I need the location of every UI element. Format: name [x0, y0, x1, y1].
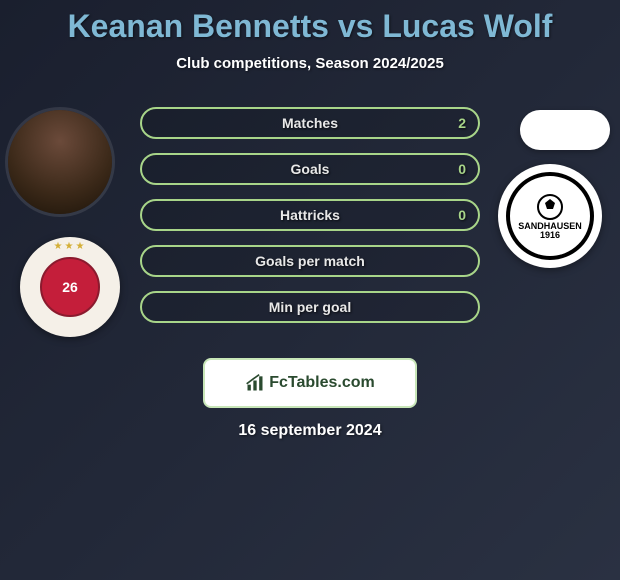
club-right-badge: SANDHAUSEN 1916 — [498, 164, 602, 268]
stat-value-left: 0 — [458, 207, 466, 223]
comparison-title: Keanan Bennetts vs Lucas Wolf — [0, 0, 620, 45]
stat-label: Hattricks — [280, 207, 340, 223]
comparison-subtitle: Club competitions, Season 2024/2025 — [0, 55, 620, 72]
stat-label: Goals — [291, 161, 330, 177]
club-left-badge: ★★★ — [20, 237, 120, 337]
player-left-avatar — [8, 110, 112, 214]
content-area: ★★★ SANDHAUSEN 1916 Matches 2 Goals 0 Ha… — [0, 92, 620, 352]
stat-label: Min per goal — [269, 299, 351, 315]
date-text: 16 september 2024 — [0, 422, 620, 440]
club-left-stars-icon: ★★★ — [54, 241, 87, 252]
club-left-shield-icon — [40, 257, 100, 317]
stat-value-left: 2 — [458, 115, 466, 131]
branding-box: FcTables.com — [203, 358, 417, 408]
stat-row: Hattricks 0 — [140, 199, 480, 231]
stat-row: Min per goal — [140, 291, 480, 323]
stats-list: Matches 2 Goals 0 Hattricks 0 Goals per … — [140, 107, 480, 337]
branding-text: FcTables.com — [269, 374, 375, 392]
stat-label: Goals per match — [255, 253, 365, 269]
club-right-year: 1916 — [540, 231, 560, 240]
stat-row: Goals 0 — [140, 153, 480, 185]
stat-row: Goals per match — [140, 245, 480, 277]
stat-label: Matches — [282, 115, 338, 131]
club-right-ball-icon — [535, 192, 565, 222]
club-right-shield-icon: SANDHAUSEN 1916 — [506, 172, 594, 260]
player-right-avatar — [520, 110, 610, 150]
chart-icon — [245, 373, 265, 393]
stat-row: Matches 2 — [140, 107, 480, 139]
stat-value-left: 0 — [458, 161, 466, 177]
